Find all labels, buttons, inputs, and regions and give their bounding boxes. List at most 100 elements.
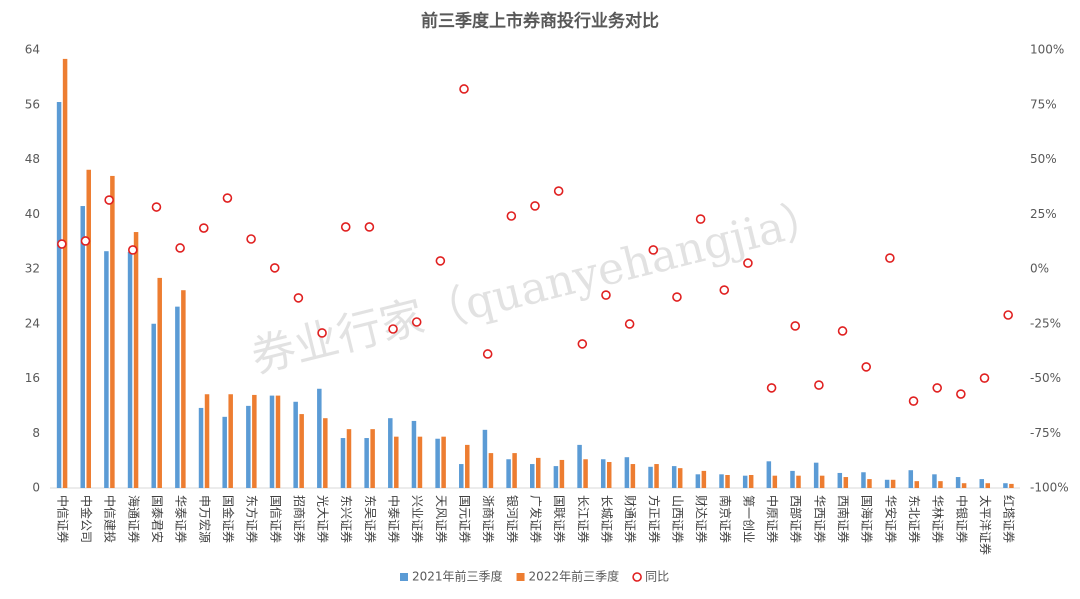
bar <box>979 479 985 488</box>
ratio-point <box>57 239 67 249</box>
ratio-point <box>198 223 209 233</box>
bar <box>465 444 470 488</box>
x-tick-label: 申万宏源 <box>197 495 212 543</box>
legend-swatch <box>516 573 525 581</box>
x-tick-label: 东方证券 <box>245 495 260 543</box>
ratio-point <box>482 349 493 359</box>
x-tick-label: 天风证券 <box>434 495 449 543</box>
watermark: 券业行家（quanyehangjia） <box>246 191 832 383</box>
bar <box>222 416 227 488</box>
bar <box>914 481 920 488</box>
bar <box>340 438 346 488</box>
y2-tick-label: 25% <box>1030 207 1057 221</box>
x-tick-label: 第一创业 <box>741 495 755 543</box>
ratio-point <box>293 293 304 303</box>
x-tick-label: 方正证券 <box>647 495 662 543</box>
x-tick-label: 国联证券 <box>552 495 567 543</box>
x-tick-label: 红塔证券 <box>1002 495 1017 543</box>
bar <box>630 464 636 488</box>
x-tick-label: 东北证券 <box>907 495 922 543</box>
bar <box>654 464 659 488</box>
x-tick-label: 国泰君安 <box>150 495 165 543</box>
x-tick-label: 西南证券 <box>836 495 851 543</box>
bar <box>955 477 961 488</box>
bar <box>364 438 369 488</box>
bar <box>583 459 588 488</box>
y2-tick-label: -25% <box>1030 316 1061 330</box>
x-tick-label: 光大证券 <box>316 495 331 543</box>
bar <box>198 407 204 488</box>
x-tick-label: 山西证券 <box>670 495 685 543</box>
bar <box>695 474 701 488</box>
ratio-point <box>885 253 895 263</box>
ratio-point <box>222 193 233 203</box>
ratio-point <box>861 362 872 372</box>
bar <box>1003 483 1008 488</box>
bar <box>559 459 565 488</box>
bar <box>299 414 304 488</box>
ratio-point <box>80 236 91 246</box>
bar <box>624 457 630 488</box>
x-tick-label: 兴业证券 <box>410 495 425 543</box>
y2-tick-label: 50% <box>1030 152 1057 166</box>
bar <box>648 466 653 488</box>
x-tick-label: 财达证券 <box>694 495 709 543</box>
ratio-point <box>317 328 327 338</box>
bar <box>62 58 68 488</box>
bar <box>867 479 872 488</box>
x-tick-label: 华安证券 <box>883 495 898 543</box>
ratio-point <box>743 258 753 268</box>
bar <box>157 277 162 488</box>
y-tick-label: 64 <box>25 43 40 57</box>
bar <box>175 306 180 488</box>
bar <box>317 388 322 488</box>
ratio-point <box>601 290 611 300</box>
x-tick-label: 华林证券 <box>931 495 946 543</box>
y2-tick-label: 100% <box>1030 43 1064 57</box>
bar <box>293 401 298 488</box>
bar <box>104 251 109 488</box>
x-tick-label: 广发证券 <box>529 495 544 543</box>
bar <box>506 459 511 488</box>
bar <box>133 232 139 488</box>
bar <box>394 436 399 488</box>
bar <box>932 474 937 488</box>
ratio-point <box>908 396 919 406</box>
ratio-point <box>269 263 280 273</box>
ratio-point <box>672 292 682 302</box>
bar <box>56 102 62 488</box>
bar <box>843 477 849 488</box>
ratio-point <box>530 201 540 211</box>
bar <box>861 472 866 488</box>
ratio-point <box>624 319 635 329</box>
bar <box>86 169 91 488</box>
ratio-point <box>364 222 375 232</box>
x-tick-label: 国金证券 <box>221 495 236 543</box>
x-tick-label: 招商证券 <box>292 495 307 543</box>
bar <box>1009 483 1014 488</box>
x-tick-label: 浙商证券 <box>481 495 496 543</box>
y2-tick-label: -100% <box>1030 481 1069 495</box>
y-tick-label: 24 <box>25 316 40 330</box>
bar <box>275 395 281 488</box>
bar <box>441 436 446 488</box>
bar <box>772 475 778 488</box>
ratio-point <box>979 373 990 383</box>
x-tick-label: 太平洋证券 <box>978 495 993 555</box>
bar <box>671 466 677 488</box>
bar <box>228 394 233 488</box>
y2-tick-label: -50% <box>1030 371 1061 385</box>
ratio-point <box>340 222 351 232</box>
bar <box>246 405 251 488</box>
y2-tick-label: 75% <box>1030 97 1057 111</box>
bar <box>985 483 991 488</box>
x-tick-label: 长江证券 <box>576 495 591 543</box>
y-tick-label: 0 <box>32 481 40 495</box>
ratio-point <box>506 211 517 221</box>
chart-title: 前三季度上市券商投行业务对比 <box>421 11 659 32</box>
ratio-point <box>766 383 777 393</box>
bar <box>80 206 85 488</box>
bar <box>725 474 730 488</box>
x-tick-label: 中银证券 <box>954 495 969 543</box>
bar <box>719 474 724 488</box>
